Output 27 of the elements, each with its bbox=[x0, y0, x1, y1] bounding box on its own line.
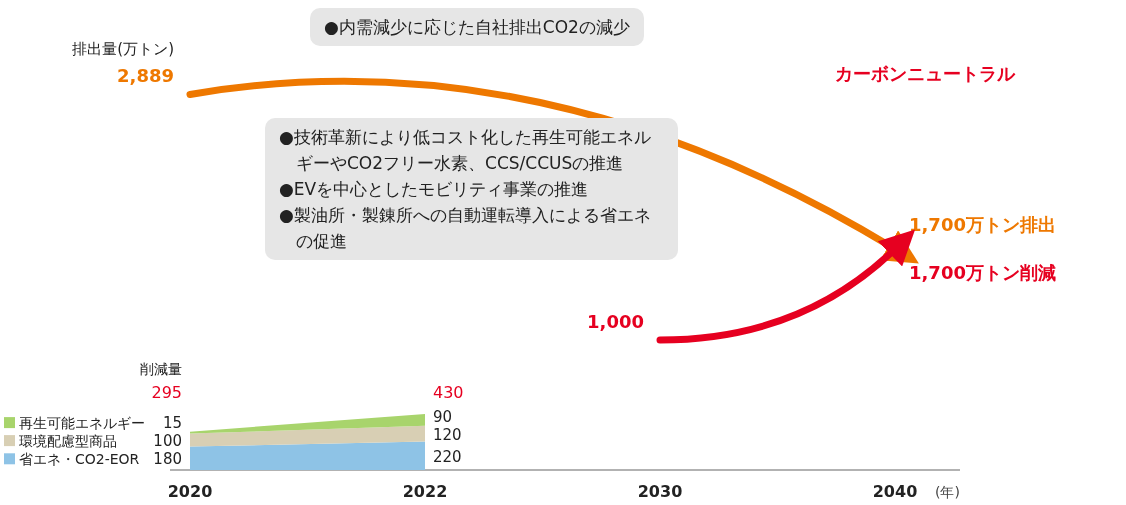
annotation: ●製油所・製錬所への自動運転導入による省エネの促進 bbox=[279, 204, 652, 253]
data-label: 90 bbox=[433, 407, 453, 426]
data-label: 100 bbox=[153, 432, 182, 451]
annotation: カーボンニュートラル bbox=[835, 63, 1016, 84]
annotation: ●技術革新により低コスト化した再生可能エネルギーやCO2フリー水素、CCS/CCUSの推進 bbox=[279, 126, 652, 175]
x-tick-label: 2022 bbox=[402, 482, 448, 501]
data-label: 220 bbox=[433, 447, 462, 466]
data-label: 1,000 bbox=[587, 311, 644, 332]
legend-label: 省エネ・CO2-EOR bbox=[19, 451, 140, 468]
total-label: 430 bbox=[433, 382, 464, 402]
total-label: 295 bbox=[151, 382, 182, 402]
data-label: 15 bbox=[162, 414, 182, 433]
x-tick-label: 2040 bbox=[872, 482, 918, 501]
x-tick-label: 2030 bbox=[637, 482, 683, 501]
x-axis-title: (年) bbox=[935, 484, 960, 500]
annotation: 削減量 bbox=[140, 360, 182, 377]
data-label: 1,700万トン排出 bbox=[909, 214, 1056, 235]
data-label: 120 bbox=[433, 425, 462, 444]
legend-label: 再生可能エネルギー bbox=[19, 415, 145, 432]
annotation: ●EVを中心としたモビリティ事業の推進 bbox=[279, 178, 590, 201]
text: 排出量(万トン) bbox=[72, 40, 174, 59]
data-label: 1,700万トン削減 bbox=[909, 262, 1056, 283]
data-label: 2,889 bbox=[117, 65, 174, 87]
annotation: ●内需減少に応じた自社排出CO2の減少 bbox=[310, 8, 644, 46]
x-tick-label: 2020 bbox=[167, 482, 213, 501]
legend-label: 環境配慮型商品 bbox=[19, 433, 117, 450]
data-label: 180 bbox=[153, 450, 182, 469]
